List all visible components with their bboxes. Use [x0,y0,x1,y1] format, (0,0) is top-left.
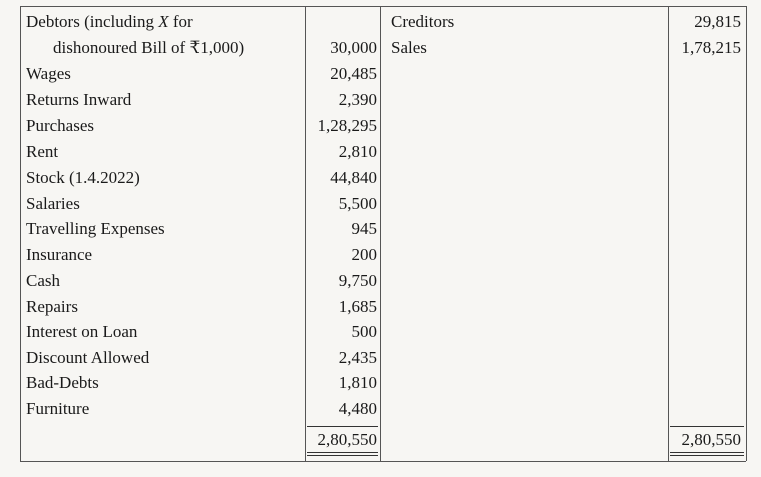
rule-left-amount-col [305,6,306,461]
total-rule-right-bottom-2 [670,455,744,456]
debit-amount: 2,390 [338,90,377,109]
total-rule-left-bottom-2 [307,455,378,456]
credit-total: 2,80,550 [681,430,742,449]
debit-amount: 1,685 [338,297,377,316]
debit-label: Salaries [26,194,80,213]
credit-amount: 1,78,215 [681,38,742,57]
debit-label: Repairs [26,297,78,316]
debit-amount: 4,480 [338,399,377,418]
credit-amount: 29,815 [694,12,741,31]
debit-label: Rent [26,142,59,161]
debit-label: Bad-Debts [26,373,99,392]
total-rule-left-top [307,426,378,427]
total-rule-left-bottom-1 [307,452,378,453]
rule-right-amount-col [668,6,669,461]
debit-label: Wages [26,64,71,83]
debit-label: Furniture [26,399,90,418]
debit-label: Travelling Expenses [26,219,165,238]
rule-bottom [20,461,746,462]
debit-total: 2,80,550 [317,430,378,449]
debit-label: Insurance [26,245,93,264]
total-rule-right-bottom-1 [670,452,744,453]
debit-amount: 945 [351,219,378,238]
debit-amount: 1,810 [338,373,377,392]
debit-amount: 200 [351,245,378,264]
debit-label: Discount Allowed [26,348,150,367]
debit-amount: 20,485 [330,64,377,83]
debit-label-debtors: Debtors (including X for [26,12,193,31]
debit-amount: 44,840 [330,168,377,187]
debit-amount: 30,000 [330,38,377,57]
debit-label: dishonoured Bill of ₹1,000) [53,38,245,57]
debit-amount: 9,750 [338,271,377,290]
credit-label: Sales [391,38,427,57]
debit-amount: 2,810 [338,142,377,161]
debit-amount: 2,435 [338,348,377,367]
debit-label: Stock (1.4.2022) [26,168,140,187]
rule-middle [380,6,381,461]
rule-top [20,6,746,7]
total-rule-right-top [670,426,744,427]
rule-right-edge [746,6,747,461]
debit-label: Interest on Loan [26,322,138,341]
debit-label: Cash [26,271,60,290]
debit-amount: 500 [351,322,378,341]
debit-label: Returns Inward [26,90,132,109]
credit-label: Creditors [391,12,455,31]
debit-amount: 1,28,295 [317,116,378,135]
debit-amount: 5,500 [338,194,377,213]
debit-label: Purchases [26,116,94,135]
rule-left-edge [20,6,21,461]
